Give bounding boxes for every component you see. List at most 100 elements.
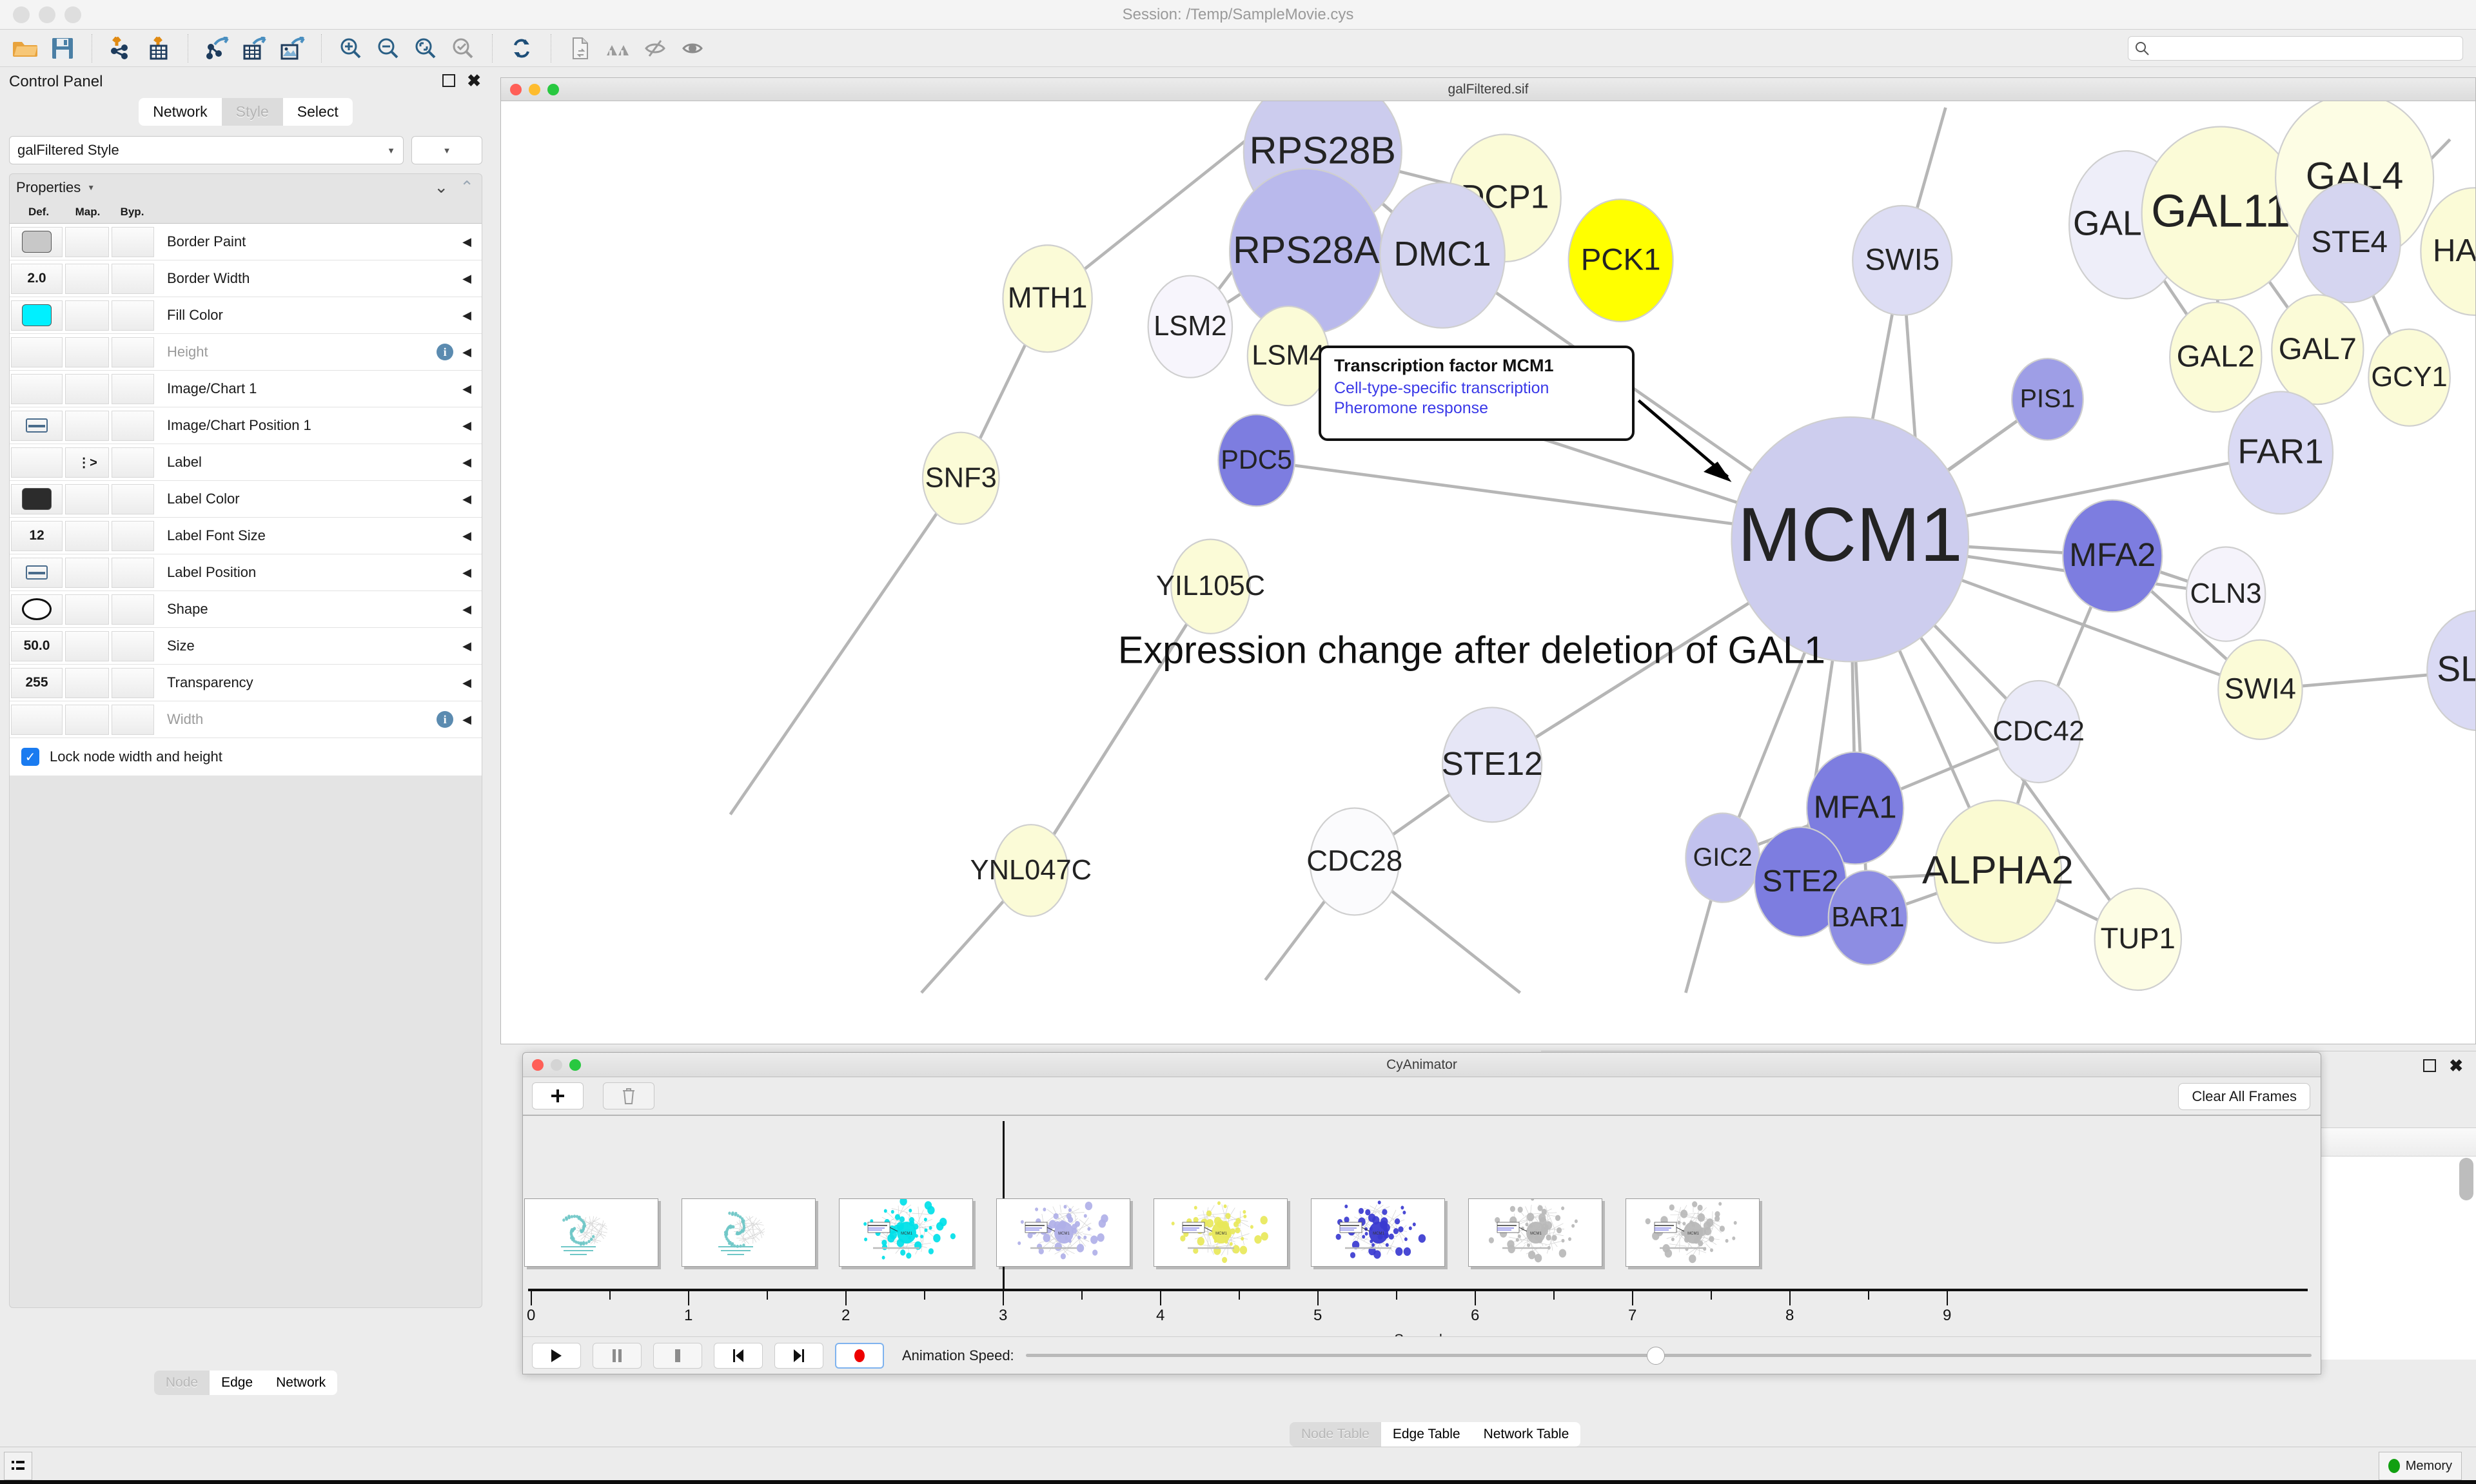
minimize-dot[interactable]	[551, 1059, 562, 1071]
property-bypass-cell[interactable]	[112, 373, 154, 404]
zoom-fit-icon[interactable]	[407, 32, 444, 65]
save-icon[interactable]	[44, 32, 81, 65]
tab-select[interactable]: Select	[282, 98, 353, 126]
property-default-cell[interactable]	[11, 594, 63, 625]
graph-node[interactable]: DMC1	[1379, 182, 1506, 329]
property-bypass-cell[interactable]	[112, 557, 154, 588]
node-shape[interactable]	[2011, 357, 2084, 441]
node-shape[interactable]	[2185, 546, 2266, 642]
property-row[interactable]: Image/Chart 1 ◀	[10, 371, 482, 407]
property-mapping-cell[interactable]	[65, 373, 109, 404]
close-dot[interactable]	[532, 1059, 544, 1071]
graph-node[interactable]: PDC5	[1217, 413, 1295, 507]
frame-thumbnail[interactable]: MCM1	[1311, 1198, 1445, 1267]
close-icon[interactable]: ✖	[467, 71, 481, 90]
graph-node[interactable]: GCY1	[2368, 328, 2451, 427]
node-shape[interactable]	[2297, 182, 2401, 304]
export-image-icon[interactable]	[273, 32, 311, 65]
graph-node[interactable]: YNL047C	[970, 824, 1092, 917]
graph-node[interactable]: MFA1	[1805, 751, 1905, 865]
graph-edge[interactable]	[729, 477, 963, 815]
expand-arrow-icon[interactable]: ◀	[462, 712, 471, 726]
data-table-scrollbar[interactable]	[2459, 1158, 2473, 1351]
graph-node[interactable]: RPS28A	[1228, 168, 1384, 335]
tab-style[interactable]: Style	[221, 98, 283, 126]
graph-node[interactable]: CDC42	[1992, 679, 2085, 784]
property-default-cell[interactable]	[11, 373, 63, 404]
property-default-cell[interactable]	[11, 704, 63, 735]
property-row[interactable]: ⋮> Label ◀	[10, 444, 482, 481]
expand-arrow-icon[interactable]: ◀	[462, 529, 471, 542]
clear-all-frames-button[interactable]: Clear All Frames	[2178, 1083, 2310, 1110]
node-shape[interactable]	[1170, 538, 1251, 634]
scrollbar-thumb[interactable]	[2459, 1158, 2473, 1200]
expand-arrow-icon[interactable]: ◀	[462, 565, 471, 579]
style-options-menu-button[interactable]: ▼	[411, 136, 482, 164]
graph-node[interactable]: STE4	[2297, 182, 2401, 304]
record-button[interactable]	[835, 1342, 884, 1369]
hide-icon[interactable]	[636, 32, 674, 65]
stop-button[interactable]	[653, 1342, 702, 1369]
graph-node[interactable]: GAL2	[2169, 302, 2263, 413]
property-mapping-cell[interactable]	[65, 667, 109, 698]
graph-node[interactable]: SLT2	[2426, 610, 2475, 731]
frame-thumbnail[interactable]: MCM1	[996, 1198, 1130, 1267]
graph-node[interactable]: MTH1	[1002, 244, 1093, 353]
expand-arrow-icon[interactable]: ◀	[462, 639, 471, 652]
zoom-in-icon[interactable]	[332, 32, 369, 65]
property-bypass-cell[interactable]	[112, 483, 154, 514]
zoom-selected-icon[interactable]	[444, 32, 482, 65]
node-shape[interactable]	[1852, 204, 1953, 317]
expand-arrow-icon[interactable]: ◀	[462, 602, 471, 616]
position-icon[interactable]	[26, 565, 48, 580]
node-shape[interactable]	[2420, 187, 2475, 316]
graph-node[interactable]: YIL105C	[1156, 538, 1265, 634]
tab-network-table[interactable]: Network Table	[1471, 1422, 1581, 1447]
property-mapping-cell[interactable]	[65, 337, 109, 367]
tab-network[interactable]: Network	[139, 98, 222, 126]
graph-node[interactable]: LSM2	[1147, 275, 1233, 378]
property-row[interactable]: Image/Chart Position 1 ◀	[10, 407, 482, 444]
frame-thumbnail[interactable]: MCM1	[1626, 1198, 1760, 1267]
node-shape[interactable]	[2368, 328, 2451, 427]
property-mapping-cell[interactable]	[65, 483, 109, 514]
graph-node[interactable]: PCK1	[1567, 199, 1674, 322]
lock-node-size-checkbox[interactable]: ✓	[21, 748, 39, 766]
previous-frame-button[interactable]	[714, 1342, 763, 1369]
property-bypass-cell[interactable]	[112, 594, 154, 625]
lock-node-size-row[interactable]: ✓ Lock node width and height	[10, 738, 482, 776]
color-swatch[interactable]	[22, 488, 52, 510]
float-panel-icon[interactable]	[442, 74, 456, 87]
expand-arrow-icon[interactable]: ◀	[462, 676, 471, 689]
window-close-dot[interactable]	[13, 6, 30, 23]
node-shape[interactable]	[2227, 391, 2334, 515]
pause-button[interactable]	[593, 1342, 642, 1369]
expand-arrow-icon[interactable]: ◀	[462, 382, 471, 395]
slider-knob[interactable]	[1646, 1346, 1665, 1365]
collapse-all-icon[interactable]: ⌄	[434, 177, 449, 197]
tab-edge-table[interactable]: Edge Table	[1380, 1422, 1472, 1447]
node-shape[interactable]	[2426, 610, 2475, 731]
graph-node[interactable]: ALPHA2	[1922, 799, 2074, 944]
cyanimator-window-controls[interactable]	[532, 1059, 581, 1071]
property-default-cell[interactable]	[11, 410, 63, 441]
close-dot[interactable]	[510, 83, 522, 95]
graph-node[interactable]: SWI5	[1852, 204, 1953, 317]
property-bypass-cell[interactable]	[112, 410, 154, 441]
expand-all-icon[interactable]: ⌃	[460, 177, 474, 197]
color-swatch[interactable]	[22, 231, 52, 253]
frame-thumbnail[interactable]: MCM1	[839, 1198, 973, 1267]
property-bypass-cell[interactable]	[112, 704, 154, 735]
property-mapping-cell[interactable]	[65, 557, 109, 588]
property-row[interactable]: 12 Label Font Size ◀	[10, 518, 482, 554]
play-button[interactable]	[532, 1342, 581, 1369]
property-mapping-cell[interactable]	[65, 410, 109, 441]
graph-node[interactable]: HAP2	[2420, 187, 2475, 316]
search-input[interactable]	[2154, 41, 2456, 55]
graph-node[interactable]: SWI4	[2217, 639, 2303, 740]
property-bypass-cell[interactable]	[112, 300, 154, 331]
network-window-controls[interactable]	[510, 83, 559, 95]
node-shape[interactable]	[1309, 807, 1400, 916]
property-row[interactable]: Width i ◀	[10, 701, 482, 738]
